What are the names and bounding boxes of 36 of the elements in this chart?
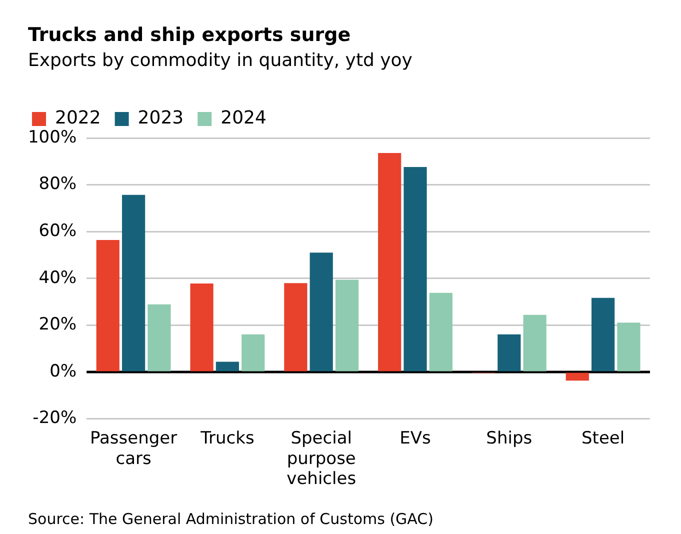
bar xyxy=(335,280,359,372)
bar xyxy=(592,298,615,372)
y-tick-label: 60% xyxy=(38,221,77,242)
x-tick-label: Ships xyxy=(486,428,532,448)
chart-title: Trucks and ship exports surge xyxy=(28,24,351,46)
bar xyxy=(122,194,146,372)
chart-subtitle: Exports by commodity in quantity, ytd yoy xyxy=(28,50,412,71)
y-tick-label: 100% xyxy=(28,127,77,148)
bar xyxy=(190,284,214,372)
bar xyxy=(617,322,640,372)
bar xyxy=(378,152,402,372)
bar xyxy=(96,240,120,372)
x-tick-label: Passenger cars xyxy=(90,428,178,469)
bar xyxy=(404,167,427,372)
y-tick-label: 20% xyxy=(38,314,77,335)
bar xyxy=(498,334,521,372)
legend-label: 2022 xyxy=(55,108,101,129)
legend-label: 2023 xyxy=(138,108,184,129)
x-tick-label: EVs xyxy=(400,428,432,448)
bar xyxy=(566,372,589,381)
legend-label: 2024 xyxy=(220,108,266,129)
y-tick-label: 0% xyxy=(50,361,77,382)
bar xyxy=(242,334,265,372)
bar xyxy=(429,292,452,372)
y-tick-label: 80% xyxy=(38,174,77,194)
source-note: Source: The General Administration of Customs (GAC) xyxy=(28,510,434,528)
x-tick-label: Special purpose vehicles xyxy=(286,428,356,490)
bar xyxy=(216,362,239,372)
x-tick-label: Steel xyxy=(581,428,625,448)
y-tick-label: 40% xyxy=(38,268,77,288)
bar xyxy=(148,304,171,372)
y-tick-label: -20% xyxy=(32,408,77,428)
x-tick-label: Trucks xyxy=(200,428,254,448)
bar xyxy=(523,314,546,372)
bar xyxy=(310,252,333,372)
bar xyxy=(284,283,308,372)
